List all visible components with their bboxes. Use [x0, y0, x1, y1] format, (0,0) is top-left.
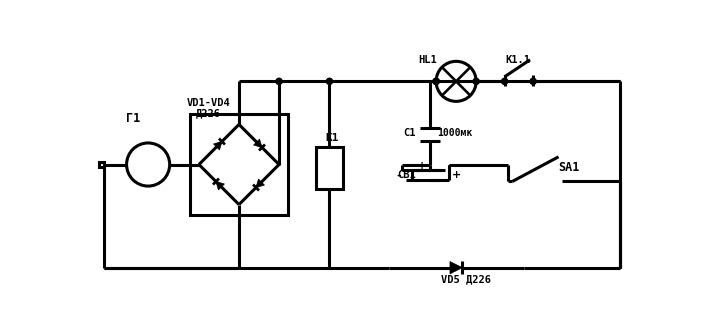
- Text: Г1: Г1: [126, 112, 140, 125]
- Text: 1000мк: 1000мк: [437, 128, 473, 138]
- Polygon shape: [216, 182, 225, 190]
- Circle shape: [326, 78, 332, 85]
- Text: +: +: [418, 161, 426, 171]
- Text: VD5 Д226: VD5 Д226: [441, 274, 491, 284]
- Bar: [316, 147, 343, 189]
- Circle shape: [502, 78, 507, 85]
- Text: Д226: Д226: [196, 109, 221, 119]
- Polygon shape: [214, 141, 222, 150]
- Bar: [99, 162, 104, 167]
- Text: -: -: [447, 161, 451, 171]
- Text: -: -: [397, 170, 401, 180]
- Text: VD1-VD4: VD1-VD4: [186, 98, 230, 108]
- Polygon shape: [254, 139, 262, 148]
- Polygon shape: [450, 262, 462, 274]
- Circle shape: [276, 78, 282, 85]
- Text: К1: К1: [325, 133, 339, 143]
- Circle shape: [433, 78, 439, 85]
- Text: НL1: НL1: [418, 55, 437, 65]
- Bar: [190, 114, 289, 215]
- Text: К1.1: К1.1: [505, 55, 530, 65]
- Circle shape: [473, 78, 479, 85]
- Polygon shape: [256, 179, 265, 188]
- Text: +: +: [451, 170, 461, 180]
- Text: SA1: SA1: [558, 161, 579, 174]
- Text: С1: С1: [403, 128, 416, 138]
- Circle shape: [530, 78, 537, 85]
- Text: СВ1: СВ1: [398, 170, 417, 180]
- Circle shape: [433, 78, 439, 85]
